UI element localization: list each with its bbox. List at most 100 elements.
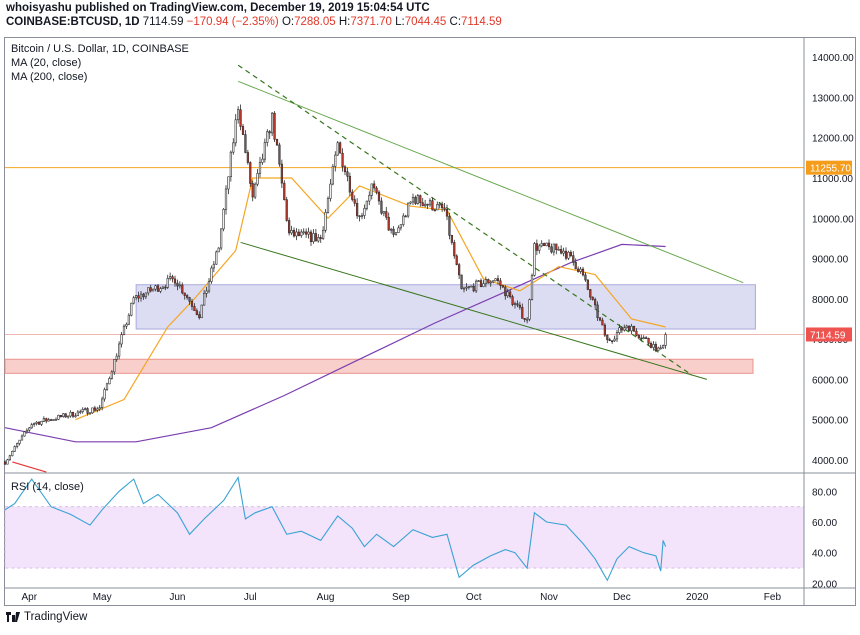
candle-body — [210, 267, 213, 282]
candle-body — [164, 286, 167, 289]
candle-body — [91, 407, 94, 414]
candle-body — [611, 340, 614, 342]
candle-body — [54, 419, 58, 421]
candle-body — [103, 389, 106, 400]
time-tick-label: May — [93, 592, 112, 603]
candle-body — [246, 152, 249, 163]
rsi-tick-label: 60.00 — [812, 518, 837, 529]
candle-body — [598, 317, 602, 321]
candle-body — [399, 224, 402, 229]
candle-body — [232, 142, 235, 153]
candle-body — [183, 292, 186, 296]
candle-body — [8, 455, 11, 461]
footer-brand-label: TradingView — [24, 611, 88, 623]
ma20-legend: MA (20, close) — [11, 57, 82, 69]
candle-body — [545, 242, 548, 247]
candle-body — [431, 200, 434, 211]
candle-body — [504, 286, 507, 297]
candle-body — [203, 293, 206, 306]
candle-body — [159, 288, 162, 292]
candle-body — [368, 195, 371, 202]
candle-body — [353, 199, 356, 204]
candle-body — [438, 203, 441, 206]
candle-body — [6, 459, 9, 465]
candle-body — [47, 419, 50, 422]
candle-body — [642, 337, 645, 340]
time-tick-label: Apr — [22, 592, 38, 603]
zone-blue — [135, 284, 756, 330]
candle-body — [632, 325, 636, 332]
candle-body — [557, 249, 560, 251]
candle-body — [45, 418, 48, 422]
candle-body — [630, 325, 633, 332]
candle-body — [280, 163, 283, 184]
candle-body — [390, 228, 393, 231]
candle-body — [237, 109, 240, 121]
rsi-tick-label: 40.00 — [812, 549, 837, 560]
publish-info: whoisyashu published on TradingView.com,… — [6, 2, 430, 14]
last-price: 7114.59 — [142, 16, 184, 28]
last-price-tag-bg — [806, 327, 852, 342]
candle-body — [358, 215, 361, 218]
candle-body — [409, 201, 412, 204]
candle-body — [640, 337, 643, 340]
candle-body — [326, 198, 330, 213]
candle-body — [244, 134, 247, 153]
candle-body — [334, 154, 337, 167]
candle-body — [492, 280, 495, 283]
price-tick-label: 5000.00 — [812, 416, 849, 427]
candle-body — [42, 418, 45, 422]
candle-body — [448, 215, 451, 236]
candle-body — [654, 344, 657, 351]
candle-body — [635, 330, 638, 336]
ma20-series — [75, 177, 666, 421]
candle-body — [436, 204, 439, 211]
candle-body — [261, 158, 264, 163]
candle-body — [475, 280, 478, 292]
candle-body — [523, 318, 526, 320]
footer-brand[interactable]: TradingView — [6, 611, 87, 623]
candle-body — [86, 408, 89, 414]
candle-body — [540, 243, 543, 247]
candle-body — [96, 408, 99, 411]
candle-body — [254, 183, 257, 198]
candle-body — [93, 407, 96, 411]
candle-body — [181, 284, 184, 294]
candle-body — [479, 280, 483, 288]
candle-body — [139, 293, 143, 299]
price-tick-label: 12000.00 — [812, 134, 854, 145]
candle-body — [3, 461, 7, 465]
candle-body — [20, 435, 24, 441]
candle-body — [402, 215, 405, 225]
candle-body — [266, 131, 269, 143]
candle-body — [628, 325, 631, 332]
candle-body — [11, 451, 14, 457]
channel-upper-line — [237, 80, 744, 284]
candle-body — [625, 325, 628, 329]
candle-body — [538, 245, 541, 251]
candle-body — [441, 203, 444, 209]
candle-body — [623, 327, 626, 331]
candle-body — [562, 250, 565, 254]
candle-body — [120, 334, 123, 345]
candle-body — [271, 112, 274, 134]
chart-title: Bitcoin / U.S. Dollar, 1D, COINBASE — [11, 43, 189, 55]
candle-body — [108, 378, 111, 385]
rsi-tick-label: 20.00 — [812, 579, 837, 590]
candle-body — [212, 263, 215, 269]
time-tick-label: Jun — [169, 592, 185, 603]
candle-body — [173, 278, 177, 284]
candle-body — [606, 334, 609, 340]
candle-body — [275, 139, 279, 146]
candle-body — [392, 228, 395, 235]
open-label: O: — [281, 16, 295, 28]
candle-body — [458, 264, 461, 276]
candle-body — [69, 411, 72, 417]
candle-body — [613, 338, 616, 342]
candle-body — [385, 211, 388, 218]
candle-body — [198, 314, 201, 319]
candle-body — [501, 285, 504, 288]
candle-body — [166, 277, 169, 288]
candle-body — [659, 347, 662, 350]
